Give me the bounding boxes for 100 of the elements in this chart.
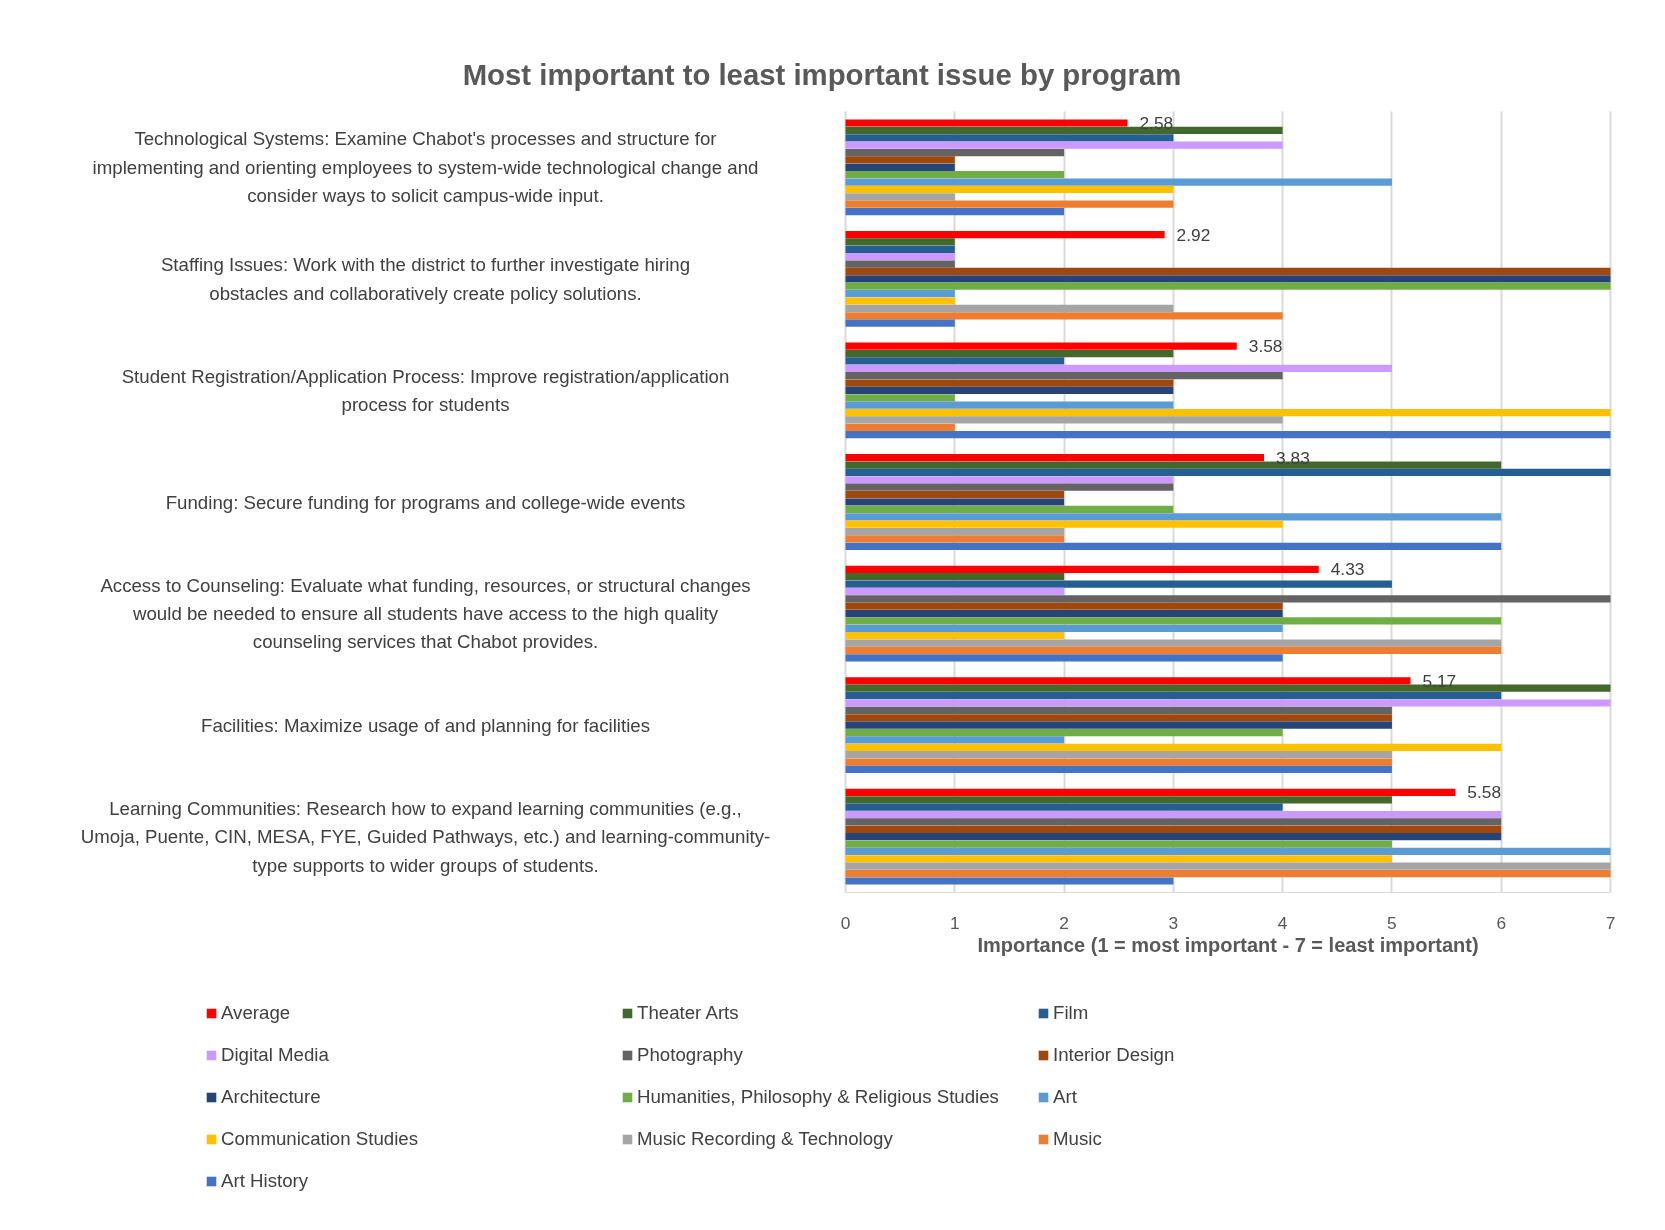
bar [845, 267, 1611, 276]
bar [845, 833, 1502, 841]
bar [845, 171, 1065, 179]
legend-label: Film [1053, 1001, 1090, 1025]
y-tick-label: Facilities: Maximize usage of and planning for facilities [201, 714, 650, 736]
bar [845, 602, 1283, 610]
x-tick-label: 6 [1496, 912, 1507, 933]
bar [845, 468, 1611, 477]
bar [845, 765, 1392, 774]
bar [845, 609, 1283, 618]
bar [845, 342, 1237, 350]
bar [845, 416, 1283, 424]
bar [845, 207, 1065, 216]
bar [845, 840, 1392, 848]
legend-label: Art [1053, 1085, 1078, 1109]
bar [845, 736, 1065, 744]
bar [845, 847, 1611, 856]
bar [845, 595, 1611, 603]
bar [845, 386, 1174, 395]
bar [845, 721, 1392, 729]
bar [845, 491, 1065, 499]
bar [845, 372, 1283, 380]
bar [845, 364, 1392, 372]
bar [845, 699, 1611, 707]
bar [845, 728, 1283, 737]
bar [845, 714, 1392, 722]
bar [845, 877, 1174, 885]
bar [845, 290, 955, 298]
bar [845, 825, 1502, 833]
bar [845, 535, 1065, 543]
bar [845, 394, 955, 402]
bar [845, 476, 1174, 484]
bar [845, 810, 1502, 819]
bar [845, 565, 1319, 573]
x-tick-label: 3 [1168, 912, 1179, 933]
bar [845, 200, 1174, 208]
bar [845, 803, 1283, 811]
legend-label: Photography [637, 1043, 744, 1067]
bar [845, 692, 1502, 700]
legend-label: Communication Studies [221, 1127, 420, 1151]
bar [845, 751, 1392, 759]
bar [845, 230, 1165, 239]
legend-label: Music Recording & Technology [637, 1127, 894, 1151]
bar [845, 743, 1502, 751]
bar [845, 513, 1502, 521]
bar [845, 312, 1283, 320]
x-tick-label: 2 [1059, 912, 1069, 933]
data-label: 3.58 [1248, 336, 1283, 357]
bar [845, 275, 1611, 283]
bar [845, 163, 955, 171]
bar [845, 401, 1174, 409]
legend-label: Art History [221, 1169, 310, 1193]
bar [845, 357, 1065, 365]
legend-label: Average [221, 1001, 292, 1025]
bar [845, 706, 1392, 714]
bar [845, 156, 955, 164]
bar [845, 134, 1174, 142]
bar [845, 587, 1065, 596]
y-tick-label: Funding: Secure funding for programs and college-wide events [165, 491, 686, 513]
bar [845, 573, 1065, 581]
bar [845, 654, 1283, 662]
bar [845, 141, 1283, 149]
bar [845, 454, 1265, 462]
bar [845, 788, 1456, 797]
x-tick-label: 7 [1605, 912, 1616, 933]
y-tick-label: Learning Communities: Research how to expand learning communities (e.g., Umoja, Puente, CIN, MESA, FYE, Guided Pathways, etc.) and learning-community-type supports to wider groups of students. [80, 797, 771, 876]
bar [845, 379, 1174, 387]
bar [845, 796, 1392, 804]
bar [845, 639, 1502, 647]
bar [845, 304, 1174, 312]
bar [845, 119, 1128, 127]
y-tick-label: Technological Systems: Examine Chabot's processes and structure for implementing and orienting employees to system-wide technological change and consider ways to solicit campus-wide input. [92, 128, 759, 207]
y-tick-label: Access to Counseling: Evaluate what funding, resources, or structural changes would be needed to ensure all students have access to the high quality counseling services that Chabot provides. [100, 574, 751, 653]
bar [845, 319, 955, 327]
bar [845, 677, 1411, 685]
bar [845, 408, 1611, 417]
bar [845, 431, 1611, 439]
bar [845, 580, 1392, 588]
x-axis-title: Importance (1 = most important - 7 = least important) [977, 933, 1479, 956]
bar [845, 148, 1065, 157]
bar [845, 423, 955, 431]
bar [845, 185, 1174, 194]
bar [845, 818, 1502, 826]
bar [845, 632, 1065, 640]
bar [845, 498, 1065, 506]
legend-label: Humanities, Philosophy & Religious Studies [637, 1085, 1000, 1109]
bar [845, 527, 1065, 536]
bar [845, 245, 955, 253]
y-tick-label: Student Registration/Application Process: Improve registration/application process for students [121, 365, 730, 416]
data-label: 2.92 [1176, 224, 1211, 245]
data-label: 4.33 [1330, 559, 1365, 580]
bar [845, 260, 955, 268]
bar [845, 542, 1502, 550]
x-tick-label: 0 [840, 912, 851, 933]
bar [845, 483, 1174, 491]
chart-title: Most important to least important issue by program [462, 57, 1182, 91]
bar [845, 646, 1502, 655]
legend-label: Music [1053, 1127, 1103, 1151]
bar [845, 238, 955, 246]
legend-label: Theater Arts [637, 1001, 740, 1025]
